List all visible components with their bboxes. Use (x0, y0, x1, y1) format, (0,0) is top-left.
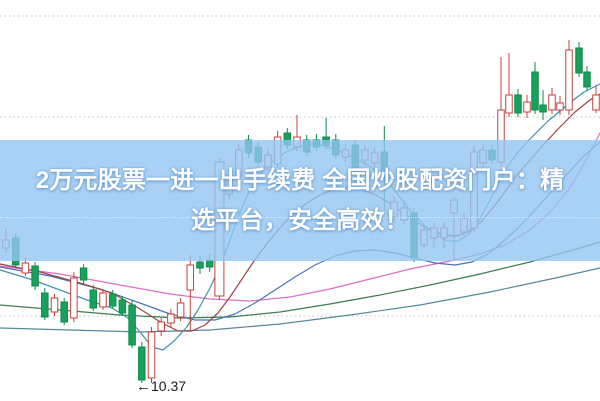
candle (167, 309, 175, 327)
candle (235, 144, 243, 181)
candle (225, 170, 233, 199)
candle (147, 327, 156, 383)
candle (592, 85, 600, 113)
candle (531, 62, 539, 114)
candle (254, 142, 262, 166)
ma-slowest (0, 267, 600, 333)
candle (11, 233, 20, 268)
candle (302, 135, 311, 156)
candle (50, 294, 59, 316)
candle (523, 95, 531, 118)
candle (283, 128, 292, 149)
candle (312, 134, 321, 151)
candle (205, 254, 214, 272)
candle (196, 256, 204, 274)
candle (470, 146, 478, 233)
candle (575, 42, 583, 77)
candle (390, 196, 398, 221)
candle (450, 197, 458, 260)
candle (583, 66, 591, 91)
candle (479, 143, 487, 167)
candle (505, 53, 513, 117)
candle (21, 257, 30, 276)
candle (332, 134, 340, 159)
candle (370, 148, 379, 168)
candle (41, 288, 49, 320)
gridlines-layer (0, 15, 600, 317)
candles-layer (2, 40, 600, 383)
left-arrow-icon: ← (136, 378, 151, 395)
candle (556, 96, 564, 115)
candle (244, 135, 253, 158)
candle (548, 88, 556, 114)
candle (79, 264, 88, 284)
candle (108, 290, 117, 309)
candle (157, 317, 165, 336)
candle (514, 89, 522, 117)
candle (2, 228, 10, 252)
candle (214, 158, 225, 300)
candle (273, 131, 282, 168)
candle (430, 223, 438, 247)
candle (380, 126, 389, 210)
candle (176, 298, 185, 321)
candle (293, 115, 301, 151)
candle (440, 222, 448, 248)
candle (70, 272, 78, 322)
candle (351, 140, 359, 174)
candle (539, 90, 547, 120)
candle (341, 144, 350, 162)
candle (128, 300, 136, 348)
candle (420, 225, 428, 249)
ma-slow-green (0, 241, 600, 319)
candle (31, 262, 39, 290)
candle (410, 208, 418, 262)
low-price-value: 10.37 (151, 378, 187, 394)
low-price-label: ←10.37 (136, 378, 186, 395)
candle (118, 296, 127, 316)
candle (497, 57, 505, 166)
candle (99, 289, 107, 310)
candle (186, 255, 195, 330)
candle (60, 298, 68, 325)
candle (89, 285, 98, 311)
candle (138, 342, 146, 383)
candle (322, 118, 330, 149)
candle (565, 40, 573, 115)
candle (488, 145, 496, 164)
